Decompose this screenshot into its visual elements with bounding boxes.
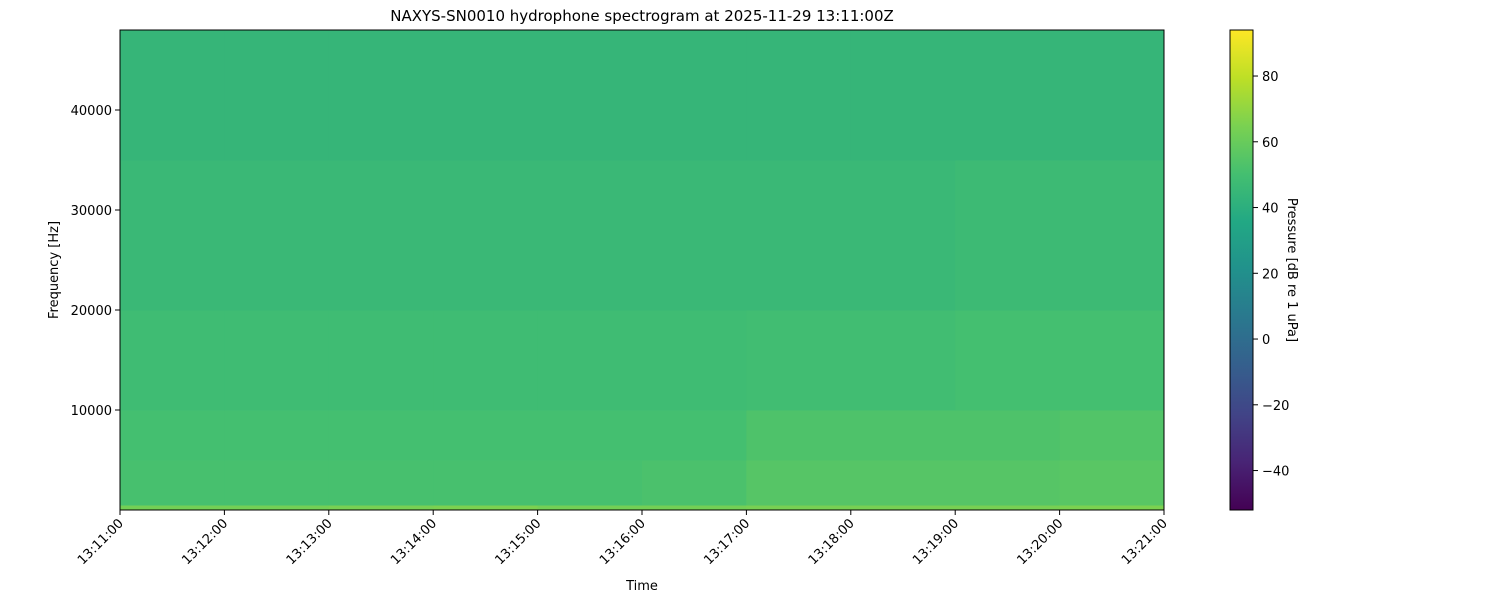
heatmap-cell <box>433 310 539 411</box>
x-tick-label: 13:18:00 <box>806 516 858 568</box>
heatmap-cell <box>746 160 852 311</box>
y-tick-label: 30000 <box>71 204 112 219</box>
y-axis: 10000 20000 30000 40000 <box>71 104 120 419</box>
x-tick-label: 13:21:00 <box>1119 516 1171 568</box>
x-tick-label: 13:11:00 <box>75 516 127 568</box>
heatmap-cell <box>433 30 539 161</box>
x-tick-label: 13:19:00 <box>910 516 962 568</box>
heatmap-cell <box>433 460 539 506</box>
heatmap-cell <box>850 410 956 461</box>
heatmap-cell <box>537 160 643 311</box>
heatmap-cell <box>224 310 330 411</box>
heatmap-cell <box>955 310 1061 411</box>
heatmap-cell <box>120 460 225 506</box>
heatmap-cell <box>850 460 956 506</box>
y-axis-label: Frequency [Hz] <box>47 221 62 319</box>
heatmap-cell <box>120 410 225 461</box>
heatmap-cell <box>850 310 956 411</box>
heatmap-cell <box>224 505 330 511</box>
heatmap-cell <box>224 30 330 161</box>
heatmap-cell <box>224 410 330 461</box>
chart-title: NAXYS-SN0010 hydrophone spectrogram at 2… <box>390 7 894 25</box>
heatmap-cell <box>642 460 747 506</box>
colorbar-tick-label: −20 <box>1262 399 1289 414</box>
heatmap-cell <box>642 505 747 511</box>
heatmap-area <box>120 30 1165 511</box>
x-tick-label: 13:12:00 <box>179 516 231 568</box>
heatmap-cell <box>955 410 1061 461</box>
heatmap-cell <box>1059 310 1165 411</box>
y-tick-label: 40000 <box>71 104 112 119</box>
colorbar <box>1229 29 1254 511</box>
x-tick-label: 13:20:00 <box>1015 516 1067 568</box>
heatmap-cell <box>224 460 330 506</box>
heatmap-cell <box>746 460 852 506</box>
heatmap-cell <box>328 410 434 461</box>
heatmap-cell <box>1059 160 1165 311</box>
colorbar-tick-label: 80 <box>1262 70 1279 85</box>
heatmap-cell <box>433 505 539 511</box>
heatmap-cell <box>850 505 956 511</box>
x-tick-label: 13:15:00 <box>493 516 545 568</box>
heatmap-cell <box>120 505 225 511</box>
heatmap-cell <box>328 460 434 506</box>
heatmap-cell <box>328 30 434 161</box>
heatmap-cell <box>120 30 225 161</box>
heatmap-cell <box>120 160 225 311</box>
heatmap-cell <box>642 160 747 311</box>
x-axis-label: Time <box>625 579 658 594</box>
heatmap-cell <box>955 160 1061 311</box>
heatmap-cell <box>955 30 1061 161</box>
heatmap-cell <box>537 410 643 461</box>
heatmap-cell <box>746 505 852 511</box>
heatmap-cell <box>955 460 1061 506</box>
heatmap-cell <box>537 460 643 506</box>
colorbar-tick-label: −40 <box>1262 465 1289 480</box>
heatmap-cell <box>328 505 434 511</box>
x-tick-label: 13:13:00 <box>284 516 336 568</box>
colorbar-tick-label: 60 <box>1262 136 1279 151</box>
heatmap-cell <box>850 30 956 161</box>
heatmap-cell <box>537 30 643 161</box>
heatmap-cell <box>746 30 852 161</box>
x-tick-label: 13:14:00 <box>388 516 440 568</box>
x-tick-label: 13:16:00 <box>597 516 649 568</box>
heatmap-cell <box>746 410 852 461</box>
y-tick-label: 20000 <box>71 304 112 319</box>
heatmap-cell <box>1059 410 1165 461</box>
y-tick-label: 10000 <box>71 404 112 419</box>
heatmap-cell <box>224 160 330 311</box>
heatmap-cell <box>642 410 747 461</box>
heatmap-cell <box>120 310 225 411</box>
heatmap-cell <box>1059 30 1165 161</box>
x-tick-label: 13:17:00 <box>701 516 753 568</box>
x-axis: 13:11:00 13:12:00 13:13:00 13:14:00 13:15:00… <box>75 510 1171 568</box>
heatmap-cell <box>746 310 852 411</box>
heatmap-cell <box>433 410 539 461</box>
heatmap-cell <box>642 30 747 161</box>
heatmap-cell <box>1059 505 1165 511</box>
heatmap-cell <box>537 310 643 411</box>
heatmap-cell <box>850 160 956 311</box>
heatmap-cell <box>537 505 643 511</box>
heatmap-cell <box>328 310 434 411</box>
heatmap-cell <box>1059 460 1165 506</box>
colorbar-tick-label: 20 <box>1262 267 1279 282</box>
heatmap-cell <box>955 505 1061 511</box>
heatmap-cell <box>433 160 539 311</box>
colorbar-label: Pressure [dB re 1 uPa] <box>1284 198 1299 342</box>
colorbar-tick-label: 40 <box>1262 202 1279 217</box>
colorbar-tick-label: 0 <box>1262 333 1270 348</box>
colorbar-axis: −40 −20 0 20 40 60 80 <box>1253 70 1289 480</box>
heatmap-cell <box>642 310 747 411</box>
heatmap-cell <box>328 160 434 311</box>
